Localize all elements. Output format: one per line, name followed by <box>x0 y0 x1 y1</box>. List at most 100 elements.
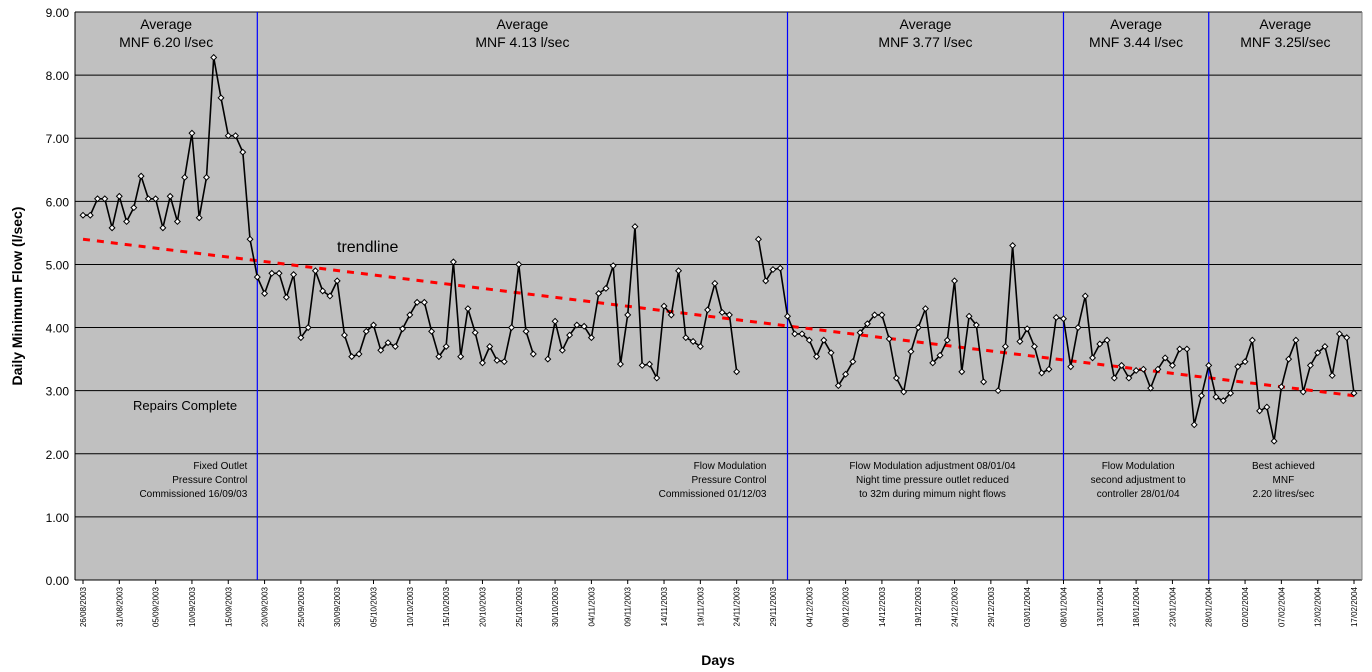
data-point <box>595 289 603 297</box>
data-point <box>130 204 138 212</box>
phase-annotation-line: Commissioned 01/12/03 <box>659 489 767 500</box>
data-point <box>827 349 835 357</box>
y-tick-label: 2.00 <box>46 448 70 462</box>
data-point <box>980 378 988 386</box>
x-tick-label: 08/01/2004 <box>1059 586 1068 627</box>
data-point <box>362 327 370 335</box>
average-value: MNF 4.13 l/sec <box>475 34 569 50</box>
data-point <box>522 327 530 335</box>
data-point <box>1030 342 1038 350</box>
data-point <box>268 269 276 277</box>
repairs-annotation: Repairs Complete <box>133 398 237 413</box>
x-tick-label: 10/09/2003 <box>188 586 197 627</box>
x-tick-label: 10/10/2003 <box>406 586 415 627</box>
data-point <box>1096 340 1104 348</box>
data-point <box>791 330 799 338</box>
data-point <box>413 298 421 306</box>
data-point <box>1132 366 1140 374</box>
data-point <box>1059 315 1067 323</box>
y-tick-label: 6.00 <box>46 195 70 209</box>
data-point <box>348 353 356 361</box>
data-point <box>725 311 733 319</box>
x-tick-label: 17/02/2004 <box>1350 586 1359 627</box>
data-point <box>776 264 784 272</box>
data-point <box>1292 336 1300 344</box>
data-point <box>101 195 109 203</box>
data-point <box>493 356 501 364</box>
data-point <box>1139 365 1147 373</box>
data-point <box>319 287 327 295</box>
data-point <box>1052 313 1060 321</box>
data-point <box>457 353 465 361</box>
x-tick-label: 25/10/2003 <box>515 586 524 627</box>
x-tick-label: 28/01/2004 <box>1205 586 1214 627</box>
data-point <box>442 342 450 350</box>
y-tick-label: 4.00 <box>46 322 70 336</box>
x-tick-label: 26/08/2003 <box>79 586 88 627</box>
data-point <box>769 265 777 274</box>
data-point <box>907 348 915 356</box>
y-tick-label: 0.00 <box>46 574 70 588</box>
data-point <box>754 235 762 243</box>
data-point <box>718 308 726 316</box>
data-point <box>566 331 574 339</box>
x-tick-label: 14/11/2003 <box>660 586 669 626</box>
data-point <box>871 311 879 319</box>
x-tick-label: 18/01/2004 <box>1132 586 1141 627</box>
data-point <box>1183 345 1191 353</box>
average-value: MNF 3.77 l/sec <box>878 34 972 50</box>
data-point <box>333 277 341 285</box>
data-point <box>1277 383 1285 391</box>
y-tick-label: 8.00 <box>46 69 70 83</box>
x-tick-label: 12/02/2004 <box>1314 586 1323 627</box>
data-point <box>486 342 494 350</box>
data-point <box>929 359 937 367</box>
phase-annotation-line: Fixed Outlet <box>193 461 247 472</box>
y-tick-label: 5.00 <box>46 258 70 272</box>
data-point <box>195 214 203 222</box>
data-point <box>863 320 871 328</box>
data-point <box>885 335 893 343</box>
data-point <box>253 273 261 281</box>
x-tick-label: 04/12/2003 <box>805 586 814 627</box>
data-point <box>682 334 690 342</box>
y-tick-label: 1.00 <box>46 511 70 525</box>
data-point <box>1197 392 1205 400</box>
x-tick-label: 19/12/2003 <box>914 586 923 627</box>
data-point <box>181 173 189 181</box>
data-point <box>798 330 806 338</box>
data-point <box>783 312 792 320</box>
data-point <box>1147 384 1155 392</box>
data-point <box>1125 374 1133 382</box>
data-point <box>638 361 646 369</box>
phase-annotation-line: MNF <box>1273 475 1295 486</box>
data-point <box>1248 336 1256 344</box>
x-tick-label: 30/09/2003 <box>333 586 342 627</box>
average-heading: Average <box>900 16 952 32</box>
data-point <box>188 129 196 137</box>
data-point <box>994 387 1002 395</box>
data-point <box>420 298 428 306</box>
data-point <box>500 358 508 366</box>
data-point <box>1168 361 1176 369</box>
data-point <box>115 192 123 200</box>
data-point <box>529 350 537 358</box>
phase-dividers <box>256 12 1210 580</box>
data-point <box>370 321 378 329</box>
phase-annotation-line: Flow Modulation <box>694 461 767 472</box>
data-point <box>1285 355 1293 363</box>
x-tick-label: 05/09/2003 <box>152 586 161 627</box>
x-tick-label: 15/09/2003 <box>224 586 233 627</box>
x-tick-label: 15/10/2003 <box>442 586 451 627</box>
x-tick-label: 05/10/2003 <box>370 586 379 627</box>
x-tick-label: 07/02/2004 <box>1277 586 1286 627</box>
average-value: MNF 6.20 l/sec <box>119 34 213 50</box>
data-point <box>275 269 283 277</box>
data-point <box>965 312 973 320</box>
data-point <box>449 258 457 266</box>
data-point <box>384 339 392 347</box>
data-point <box>137 172 145 180</box>
x-axis-label: Days <box>701 652 735 668</box>
x-tick-label: 04/11/2003 <box>587 586 596 626</box>
data-point <box>936 351 944 359</box>
